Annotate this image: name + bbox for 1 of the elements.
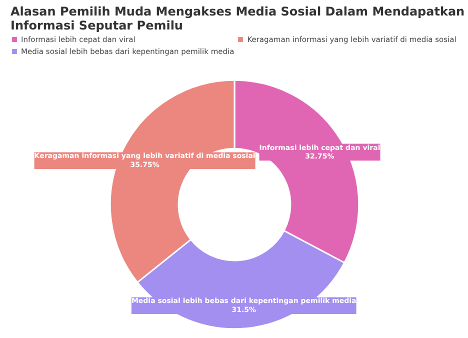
chart-title: Alasan Pemilih Muda Mengakses Media Sosial Dalam Mendapatkan Informasi Seputar Pemilu bbox=[10, 4, 465, 32]
